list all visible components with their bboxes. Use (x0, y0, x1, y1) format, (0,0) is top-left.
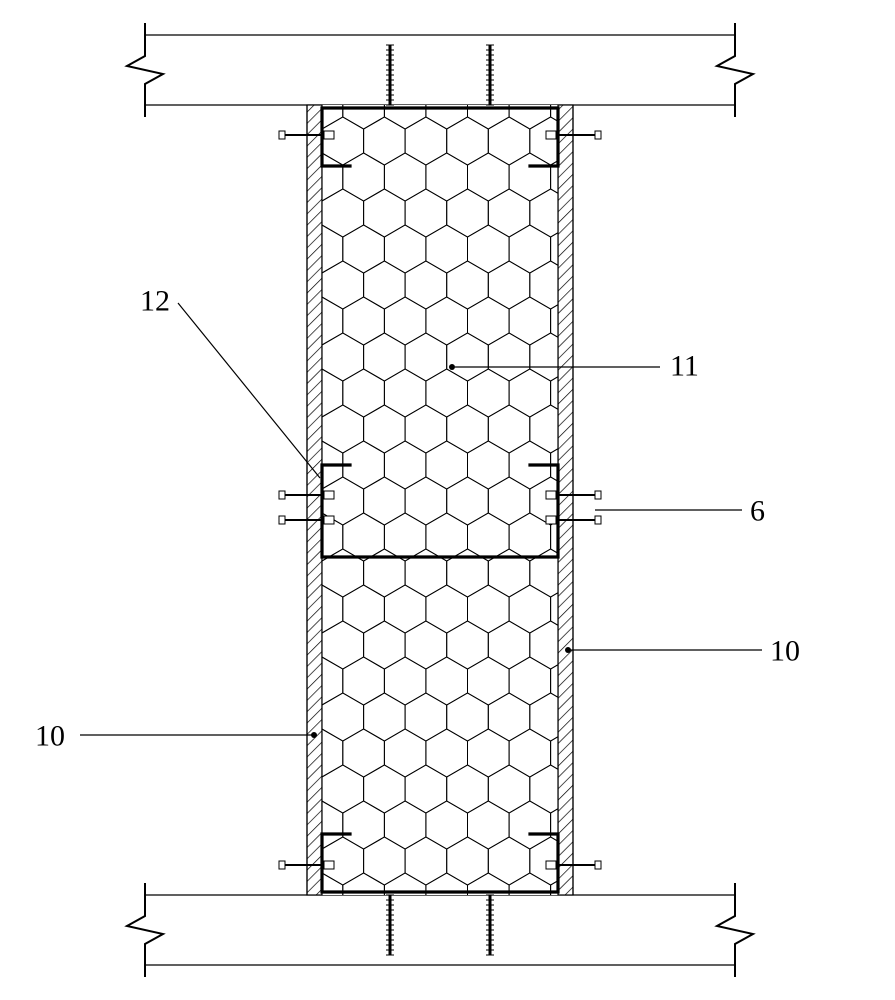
label-6: 6 (750, 495, 765, 528)
label-10l: 10 (35, 720, 65, 753)
label-10r: 10 (770, 635, 800, 668)
label-11: 11 (670, 350, 699, 383)
label-12: 12 (140, 285, 170, 318)
